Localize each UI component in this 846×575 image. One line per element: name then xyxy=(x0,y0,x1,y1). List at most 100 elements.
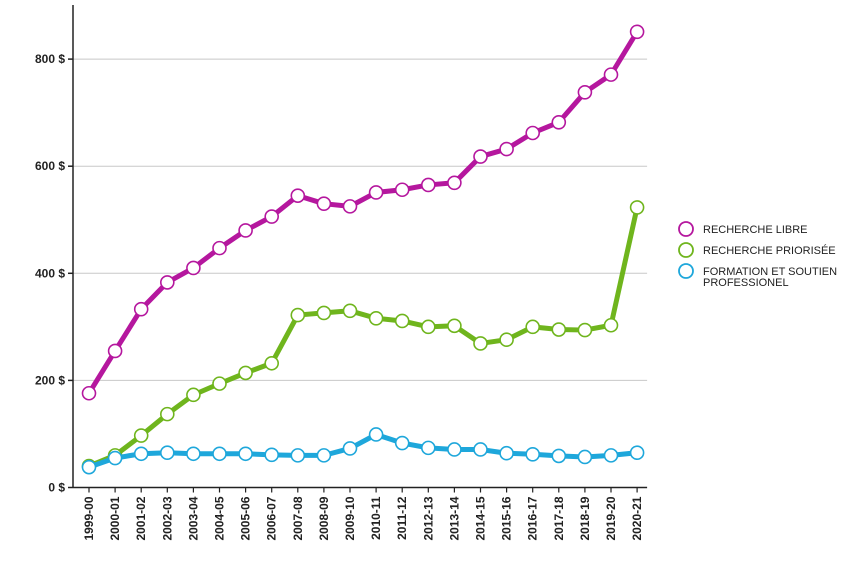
x-tick-label: 2008-09 xyxy=(317,496,331,540)
series-line xyxy=(86,204,640,469)
y-tick-label: 200 $ xyxy=(35,373,65,387)
data-point xyxy=(603,317,619,333)
data-point xyxy=(133,446,149,462)
data-point xyxy=(212,376,227,391)
data-point xyxy=(160,406,175,422)
data-point xyxy=(238,223,253,238)
x-tick-label: 2019-20 xyxy=(604,496,618,540)
data-point xyxy=(133,301,149,317)
data-point xyxy=(160,275,175,290)
data-point xyxy=(81,385,97,401)
data-point xyxy=(394,313,410,329)
data-point xyxy=(473,149,488,164)
data-point xyxy=(420,319,436,335)
data-point xyxy=(499,332,514,348)
x-tick-label: 2007-08 xyxy=(291,496,305,540)
data-point xyxy=(107,343,123,359)
data-point xyxy=(186,387,201,403)
x-tick-label: 2000-01 xyxy=(108,496,122,540)
x-tick-label: 2018-19 xyxy=(578,496,592,540)
data-point xyxy=(264,447,280,463)
legend-item: FORMATION ET SOUTIEN PROFESSIONEL xyxy=(678,263,837,289)
legend-marker xyxy=(678,221,694,237)
series-line xyxy=(86,29,640,396)
y-tick-label: 800 $ xyxy=(35,52,65,66)
data-point xyxy=(394,435,410,451)
data-point xyxy=(316,196,332,211)
data-point xyxy=(316,448,332,463)
data-point xyxy=(160,445,175,460)
legend-item: RECHERCHE LIBRE xyxy=(678,221,808,237)
legend-label: FORMATION ET SOUTIEN xyxy=(703,266,837,278)
data-point xyxy=(473,442,488,457)
y-axis-ticks: 0 $ 200 $ 400 $ 600 $ 800 $ xyxy=(35,52,73,495)
x-tick-label: 2013-14 xyxy=(447,496,461,540)
x-tick-label: 2009-10 xyxy=(343,496,357,540)
legend-item: RECHERCHE PRIORISÉE xyxy=(678,242,836,258)
data-point xyxy=(368,185,384,200)
data-point xyxy=(420,177,436,193)
x-tick-label: 2005-06 xyxy=(239,496,253,540)
data-point xyxy=(290,188,306,203)
y-tick-label: 400 $ xyxy=(35,266,65,280)
data-point xyxy=(264,355,280,371)
data-point xyxy=(629,24,645,40)
data-point xyxy=(81,459,97,475)
data-point xyxy=(264,209,280,224)
legend: RECHERCHE LIBRE RECHERCHE PRIORISÉE FORMAT… xyxy=(678,221,837,289)
x-tick-label: 2010-11 xyxy=(369,496,383,540)
legend-label: PROFESSIONEL xyxy=(703,277,789,289)
data-point xyxy=(447,318,462,334)
x-tick-label: 2015-16 xyxy=(500,496,514,540)
data-point xyxy=(499,141,514,157)
series-lines xyxy=(81,24,645,475)
series-line xyxy=(86,431,640,470)
legend-label: RECHERCHE PRIORISÉE xyxy=(703,244,836,257)
gridlines xyxy=(73,58,648,381)
data-point xyxy=(394,182,410,198)
data-point xyxy=(290,448,306,463)
series-3 xyxy=(81,427,645,475)
x-axis-ticks: 1999-00 2000-01 2001-02 2002-03 2003-04 2004-… xyxy=(82,487,644,541)
x-tick-label: 2003-04 xyxy=(186,496,200,540)
data-point xyxy=(290,307,306,323)
x-tick-label: 2001-02 xyxy=(134,496,148,540)
y-tick-label: 0 $ xyxy=(48,481,65,495)
x-tick-label: 2020-21 xyxy=(630,496,644,540)
axes xyxy=(72,5,648,489)
data-point xyxy=(447,442,462,457)
data-point xyxy=(420,440,436,456)
data-point xyxy=(629,445,645,460)
data-point xyxy=(212,240,227,256)
x-tick-label: 1999-00 xyxy=(82,496,96,540)
data-point xyxy=(525,125,541,141)
data-point xyxy=(447,175,462,191)
x-tick-label: 2006-07 xyxy=(265,496,279,540)
y-tick-label: 600 $ xyxy=(35,159,65,173)
x-tick-label: 2017-18 xyxy=(552,496,566,540)
x-tick-label: 2004-05 xyxy=(213,496,227,540)
data-point xyxy=(342,303,358,319)
legend-label: RECHERCHE LIBRE xyxy=(703,224,808,236)
data-point xyxy=(551,448,567,464)
data-point xyxy=(342,441,358,456)
data-point xyxy=(316,305,332,321)
data-point xyxy=(525,446,541,462)
data-point xyxy=(238,365,253,381)
data-point xyxy=(499,445,514,461)
data-point xyxy=(629,200,645,215)
x-tick-label: 2002-03 xyxy=(160,496,174,540)
series-1 xyxy=(81,24,645,401)
data-point xyxy=(525,319,541,335)
data-point xyxy=(212,446,227,462)
data-point xyxy=(603,67,619,82)
data-point xyxy=(133,428,149,443)
data-point xyxy=(238,446,253,462)
data-point xyxy=(368,427,384,442)
data-point xyxy=(577,322,593,338)
data-point xyxy=(577,85,593,100)
data-point xyxy=(368,310,384,326)
data-point xyxy=(473,336,488,351)
data-point xyxy=(186,446,201,462)
